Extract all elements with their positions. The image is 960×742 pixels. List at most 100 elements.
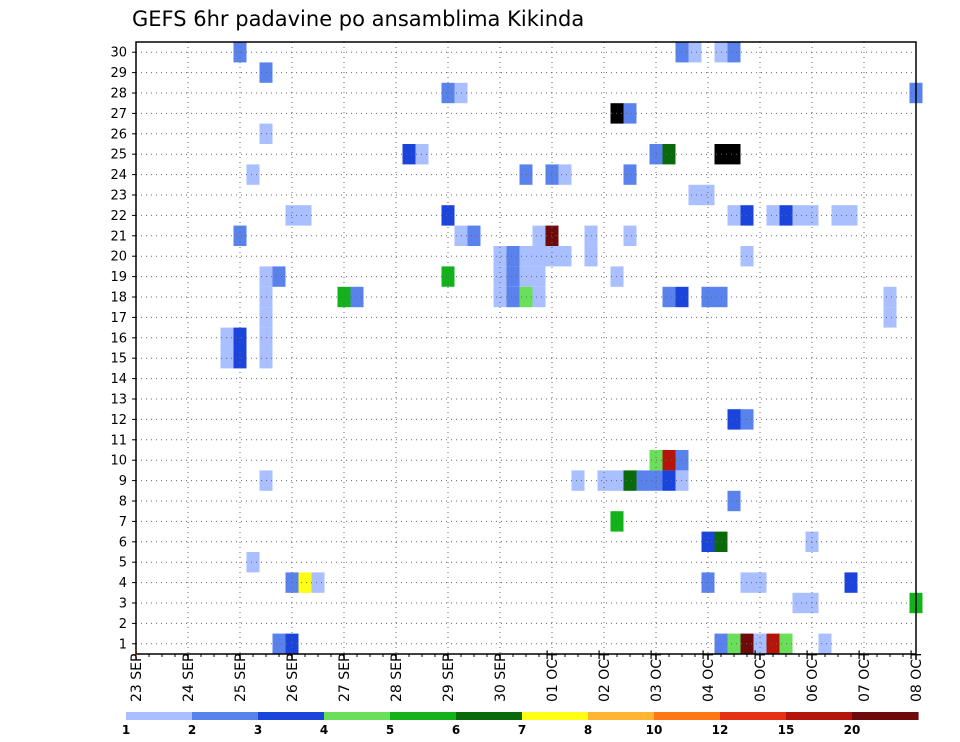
y-tick-label: 22 [110, 209, 127, 224]
colorbar-label: 5 [386, 723, 394, 737]
x-tick-label: 01 OCT [545, 650, 561, 702]
colorbar-swatch [192, 712, 259, 720]
y-tick-label: 28 [110, 87, 127, 102]
colorbar-label: 20 [844, 723, 861, 737]
data-cell [506, 286, 520, 308]
colorbar-label: 3 [254, 723, 262, 737]
x-tick-label: 02 OCT [597, 650, 613, 702]
x-tick-label: 30 SEP [493, 654, 509, 702]
data-cell [272, 266, 286, 287]
data-cell [506, 246, 520, 267]
colorbar-swatch [720, 712, 787, 720]
data-cell [688, 184, 702, 206]
x-tick-label: 29 SEP [441, 654, 457, 702]
x-tick-label: 23 SEP [129, 654, 145, 702]
data-cell [636, 470, 650, 491]
data-cell [298, 572, 312, 593]
y-tick-label: 1 [119, 637, 127, 652]
data-cell [792, 205, 806, 226]
data-cell [532, 266, 546, 287]
y-tick-label: 11 [110, 433, 127, 448]
data-cell [766, 205, 780, 226]
data-cell [753, 633, 767, 654]
colorbar-label: 1 [122, 723, 130, 737]
data-cell [558, 246, 572, 267]
colorbar-swatch [258, 712, 325, 720]
y-tick-label: 3 [119, 597, 127, 612]
y-tick-label: 14 [110, 372, 127, 387]
x-tick-label: 24 SEP [181, 654, 197, 702]
y-tick-label: 10 [110, 454, 127, 469]
y-tick-label: 29 [110, 66, 127, 81]
y-tick-label: 9 [119, 474, 127, 489]
colorbar-label: 6 [452, 723, 460, 737]
data-cell [558, 164, 572, 185]
data-cell [467, 225, 481, 246]
x-tick-label: 07 OCT [857, 650, 873, 702]
colorbar: 1 2 3 4 5 6 7 8 10 12 15 20 [122, 712, 919, 737]
y-tick-label: 4 [119, 576, 127, 591]
y-tick-label: 17 [110, 311, 127, 326]
data-cell [701, 184, 715, 206]
data-cell [532, 246, 546, 267]
colorbar-label: 7 [518, 723, 526, 737]
colorbar-swatch [522, 712, 589, 720]
data-cell [727, 633, 741, 654]
data-cell [792, 592, 806, 614]
data-cell [506, 266, 520, 287]
y-tick-label: 26 [110, 127, 127, 142]
colorbar-label: 12 [712, 723, 729, 737]
data-cell [623, 103, 637, 124]
x-tick-label: 04 OCT [701, 650, 717, 702]
y-tick-label: 7 [119, 515, 127, 530]
data-cell [246, 552, 260, 573]
colorbar-swatch [588, 712, 655, 720]
x-axis: 23 SEP 24 SEP 25 SEP 26 SEP 27 SEP 28 SEP 29 S… [129, 650, 925, 702]
colorbar-label: 4 [320, 723, 328, 737]
grid-layer [135, 42, 917, 654]
x-tick-label: 25 SEP [233, 654, 249, 702]
data-cell [493, 246, 507, 267]
y-tick-label: 6 [119, 535, 127, 550]
cells-layer [220, 42, 923, 654]
data-cell [597, 470, 611, 491]
data-cell [311, 572, 325, 593]
data-cell [441, 205, 455, 226]
x-tick-label: 06 OCT [805, 650, 821, 702]
colorbar-swatch [654, 712, 721, 720]
colorbar-label: 10 [646, 723, 663, 737]
data-cell [662, 144, 676, 165]
colorbar-label: 15 [778, 723, 795, 737]
y-tick-label: 15 [110, 352, 127, 367]
colorbar-swatch [456, 712, 523, 720]
data-cell [727, 409, 741, 430]
y-tick-label: 8 [119, 495, 127, 510]
data-cell [662, 286, 676, 308]
data-cell [623, 164, 637, 185]
y-tick-label: 27 [110, 107, 127, 122]
y-tick-label: 23 [110, 189, 127, 204]
chart-title: GEFS 6hr padavine po ansamblima Kikinda [132, 7, 584, 31]
y-tick-label: 12 [110, 413, 127, 428]
colorbar-label: 8 [584, 723, 592, 737]
data-cell [883, 286, 897, 308]
data-cell [818, 633, 832, 654]
data-cell [831, 205, 845, 226]
colorbar-label: 2 [188, 723, 196, 737]
data-cell [623, 225, 637, 246]
y-tick-label: 30 [110, 46, 127, 61]
data-cell [571, 470, 585, 491]
x-tick-label: 27 SEP [337, 654, 353, 702]
y-tick-label: 2 [119, 617, 127, 632]
x-tick-label: 05 OCT [753, 650, 769, 702]
data-cell [727, 144, 741, 165]
data-cell [727, 42, 741, 63]
colorbar-swatch [324, 712, 391, 720]
data-cell [883, 307, 897, 328]
data-cell [298, 205, 312, 226]
colorbar-swatch [390, 712, 457, 720]
y-tick-label: 24 [110, 168, 127, 183]
data-cell [766, 633, 780, 654]
data-cell [233, 225, 247, 246]
